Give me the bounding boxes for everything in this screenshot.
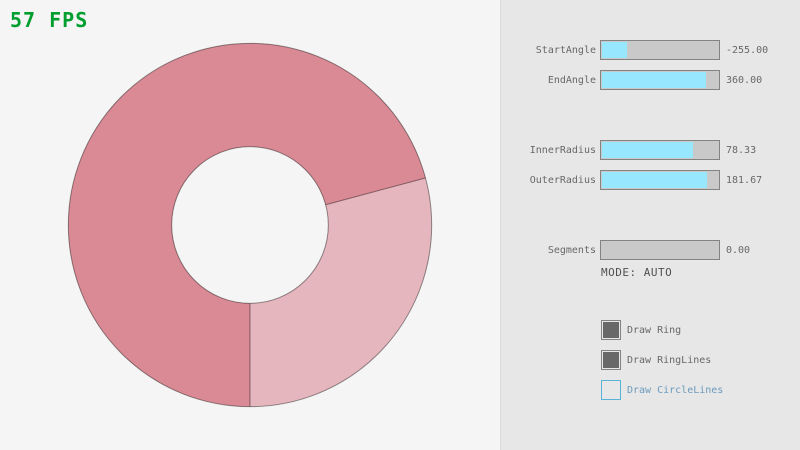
draw-ringlines-checkbox[interactable] [601, 350, 621, 370]
outerradius-label: OuterRadius [529, 174, 596, 186]
endangle-slider[interactable] [600, 70, 720, 90]
slider-row-segments: Segments 0.00 [501, 240, 800, 260]
mode-label: MODE: AUTO [601, 266, 673, 279]
innerradius-label: InnerRadius [529, 144, 596, 156]
slider-row-startangle: StartAngle -255.00 [501, 40, 800, 60]
slider-fill [602, 172, 708, 188]
slider-row-innerradius: InnerRadius 78.33 [501, 140, 800, 160]
checkmark [603, 382, 619, 398]
segments-value: 0.00 [726, 244, 751, 256]
outerradius-slider[interactable] [600, 170, 720, 190]
startangle-value: -255.00 [726, 44, 769, 56]
draw-ring-checkbox[interactable] [601, 320, 621, 340]
draw-circlelines-checkbox[interactable] [601, 380, 621, 400]
checkbox-row-draw-ringlines: Draw RingLines [601, 350, 711, 370]
slider-fill [602, 42, 628, 58]
draw-ring-label: Draw Ring [627, 324, 682, 336]
endangle-value: 360.00 [726, 74, 763, 86]
outerradius-value: 181.67 [726, 174, 763, 186]
fps-counter: 57 FPS [10, 8, 89, 32]
endangle-label: EndAngle [547, 74, 596, 86]
draw-ringlines-label: Draw RingLines [627, 354, 712, 366]
startangle-slider[interactable] [600, 40, 720, 60]
slider-row-endangle: EndAngle 360.00 [501, 70, 800, 90]
checkmark [603, 352, 619, 368]
startangle-label: StartAngle [535, 44, 596, 56]
slider-fill [602, 142, 693, 158]
control-panel: StartAngle -255.00 EndAngle 360.00 Inner… [500, 0, 800, 450]
segments-slider[interactable] [600, 240, 720, 260]
segments-label: Segments [547, 244, 596, 256]
draw-circlelines-label: Draw CircleLines [627, 384, 724, 396]
checkbox-row-draw-circlelines: Draw CircleLines [601, 380, 723, 400]
slider-row-outerradius: OuterRadius 181.67 [501, 170, 800, 190]
slider-fill [602, 72, 707, 88]
innerradius-value: 78.33 [726, 144, 757, 156]
innerradius-slider[interactable] [600, 140, 720, 160]
checkmark [603, 322, 619, 338]
checkbox-row-draw-ring: Draw Ring [601, 320, 681, 340]
